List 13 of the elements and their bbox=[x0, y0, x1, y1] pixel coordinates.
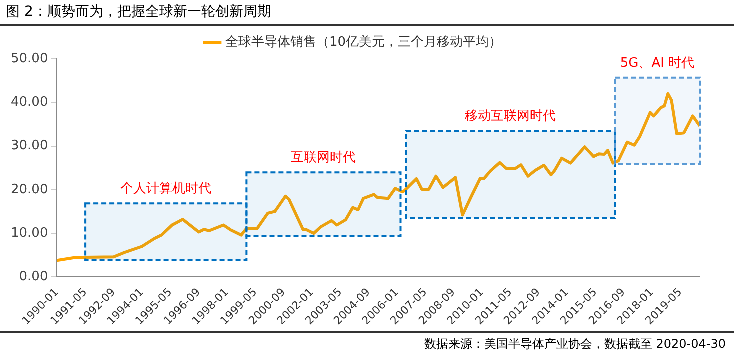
band-label: 5G、AI 时代 bbox=[620, 56, 695, 71]
band-label: 互联网时代 bbox=[291, 150, 356, 166]
y-tick-label: 20.00 bbox=[11, 182, 48, 198]
source-note: 数据来源：美国半导体产业协会，数据截至 2020-04-30 bbox=[424, 337, 726, 351]
chart-title: 图 2：顺势而为，把握全球新一轮创新周期 bbox=[0, 0, 734, 26]
y-tick-label: 10.00 bbox=[11, 226, 48, 241]
band-label: 移动互联网时代 bbox=[465, 109, 556, 124]
legend-label: 全球半导体销售（10亿美元，三个月移动平均） bbox=[225, 34, 502, 50]
y-tick-label: 40.00 bbox=[11, 95, 48, 110]
y-tick-label: 0.00 bbox=[19, 270, 48, 285]
y-tick-label: 30.00 bbox=[11, 138, 48, 154]
y-tick-label: 50.00 bbox=[11, 51, 48, 66]
band-label: 个人计算机时代 bbox=[120, 181, 212, 196]
